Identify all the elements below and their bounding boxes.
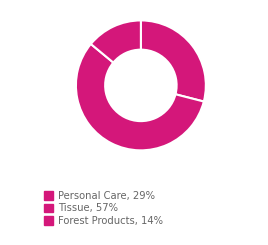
Wedge shape [91,20,141,63]
Wedge shape [76,44,204,150]
Legend: Personal Care, 29%, Tissue, 57%, Forest Products, 14%: Personal Care, 29%, Tissue, 57%, Forest … [40,187,167,230]
Wedge shape [141,20,206,101]
